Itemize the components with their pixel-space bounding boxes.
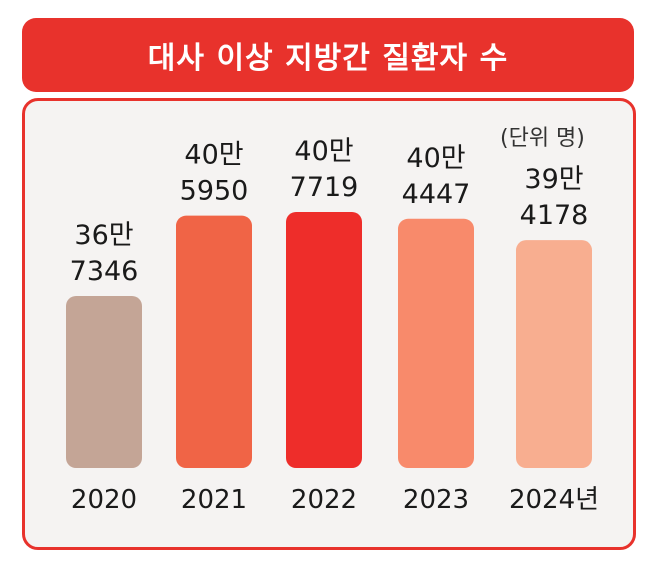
value-label-main: 36만 — [74, 220, 133, 251]
unit-label: (단위 명) — [500, 126, 585, 151]
value-label-sub: 4447 — [402, 179, 471, 210]
chart-title: 대사 이상 지방간 질환자 수 — [22, 18, 634, 92]
value-label-main: 39만 — [524, 164, 583, 195]
value-label-main: 40만 — [294, 136, 353, 167]
bar-2021 — [176, 215, 252, 468]
x-tick-label: 2022 — [291, 485, 357, 515]
value-label-sub: 5950 — [180, 176, 249, 207]
value-label-sub: 4178 — [520, 200, 589, 231]
bar-2023 — [398, 218, 474, 468]
value-label-main: 40만 — [184, 140, 243, 171]
value-label-sub: 7346 — [70, 256, 139, 287]
x-tick-label: 2021 — [181, 485, 247, 515]
value-label-sub: 7719 — [290, 172, 359, 203]
bar-2020 — [66, 296, 142, 468]
bar-2024년 — [516, 240, 592, 468]
x-tick-label: 2023 — [403, 485, 469, 515]
bar-2022 — [286, 212, 362, 468]
x-tick-label: 2024년 — [509, 485, 599, 515]
x-tick-label: 2020 — [71, 485, 137, 515]
value-label-main: 40만 — [406, 143, 465, 174]
